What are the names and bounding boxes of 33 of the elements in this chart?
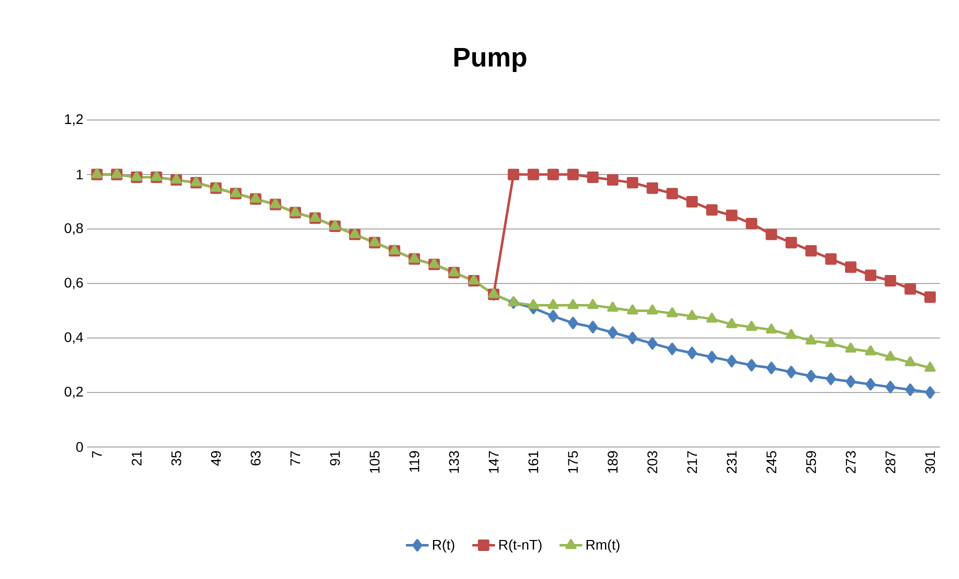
y-tick-label: 1 bbox=[76, 170, 83, 180]
y-tick-label: 0 bbox=[76, 442, 83, 452]
x-tick-label: 63 bbox=[250, 451, 261, 466]
x-tick-label: 105 bbox=[370, 451, 380, 473]
x-tick-label: 161 bbox=[528, 451, 538, 473]
x-tick-label: 217 bbox=[687, 451, 697, 474]
x-tick-label: 175 bbox=[568, 451, 578, 473]
y-tick-label: 0,4 bbox=[64, 332, 84, 344]
x-tick-label: 49 bbox=[210, 451, 221, 466]
x-tick-label: 203 bbox=[647, 451, 658, 474]
legend-label: R(t-nT) bbox=[499, 539, 542, 552]
x-tick-label: 119 bbox=[409, 451, 420, 472]
y-tick-label: 0,8 bbox=[64, 223, 83, 235]
x-tick-label: 21 bbox=[132, 451, 142, 466]
x-tick-label: 133 bbox=[449, 451, 459, 473]
x-tick-label: 147 bbox=[488, 451, 498, 473]
x-tick-label: 259 bbox=[806, 451, 816, 474]
legend-label: Rm(t) bbox=[586, 539, 620, 552]
legend-label: R(t) bbox=[433, 539, 454, 552]
x-tick-label: 7 bbox=[92, 451, 102, 458]
x-tick-label: 301 bbox=[925, 451, 936, 474]
y-tick-label: 0,6 bbox=[64, 278, 83, 290]
x-tick-label: 35 bbox=[171, 451, 182, 466]
x-tick-label: 77 bbox=[290, 451, 300, 466]
x-tick-label: 273 bbox=[846, 451, 856, 474]
x-tick-label: 231 bbox=[726, 451, 737, 474]
x-tick-label: 287 bbox=[885, 451, 896, 474]
x-tick-label: 245 bbox=[766, 451, 776, 474]
y-tick-label: 1,2 bbox=[65, 114, 83, 126]
chart-title: Pump bbox=[454, 48, 526, 72]
x-tick-label: 91 bbox=[330, 451, 340, 466]
x-tick-label: 189 bbox=[608, 451, 618, 473]
y-tick-label: 0,2 bbox=[64, 386, 83, 398]
